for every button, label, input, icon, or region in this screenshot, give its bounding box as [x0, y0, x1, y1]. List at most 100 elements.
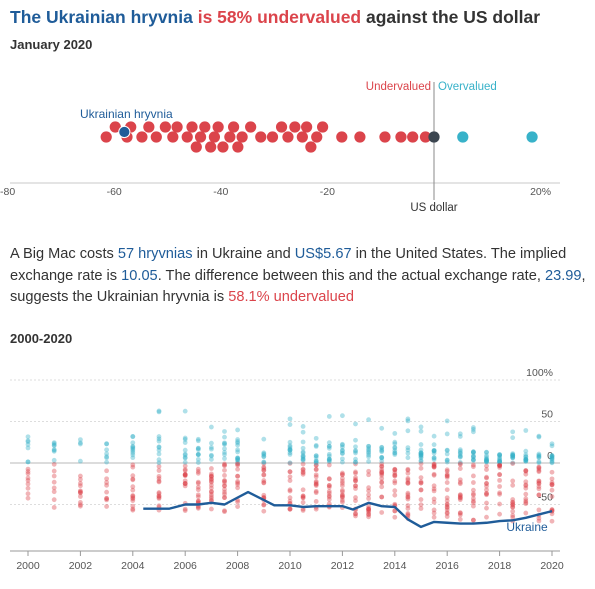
undervalued-point [313, 467, 319, 473]
overvalued-point [418, 451, 424, 457]
undervalued-point [536, 466, 542, 472]
overvalued-point [353, 437, 358, 443]
overvalued-point [104, 459, 109, 465]
undervalued-point [510, 497, 516, 502]
undervalued-point [235, 485, 241, 491]
undervalued-point [25, 466, 31, 472]
undervalued-point [222, 478, 227, 484]
undervalued-point [395, 131, 407, 143]
overvalued-point [497, 453, 502, 459]
undervalued-point [300, 500, 306, 505]
undervalued-point [104, 504, 109, 509]
undervalued-point [510, 509, 516, 514]
undervalued-point [354, 131, 366, 143]
overvalued-point [235, 455, 241, 461]
undervalued-point [471, 496, 476, 501]
overvalued-point [326, 440, 332, 446]
undervalued-point [222, 489, 227, 495]
x-tick-label: 2008 [226, 560, 250, 572]
ukraine-point-label: Ukrainian hryvnia [80, 107, 173, 121]
overvalued-point [366, 454, 371, 460]
overvalued-point [405, 455, 411, 461]
undervalued-point [130, 498, 136, 504]
undervalued-point [510, 515, 516, 520]
undervalued-point [497, 472, 502, 478]
undervalued-point [405, 480, 411, 486]
undervalued-point [261, 467, 267, 473]
overvalued-point [261, 454, 267, 460]
overvalued-point [523, 458, 529, 464]
overvalued-point [549, 458, 555, 464]
overvalued-point [287, 460, 293, 466]
undervalued-point [205, 141, 217, 153]
undervalued-point [130, 506, 136, 512]
undervalued-point [195, 469, 201, 474]
overvalued-point [536, 455, 542, 461]
overvalued-point [235, 439, 241, 444]
undervalued-point [340, 483, 345, 489]
overvalued-point [366, 446, 371, 451]
undervalued-point [471, 491, 476, 497]
undervalued-point [156, 491, 162, 497]
undervalued-point [379, 472, 385, 478]
undervalued-point [510, 504, 516, 510]
overvalued-point [418, 453, 424, 458]
overvalued-point [510, 453, 516, 459]
undervalued-point [431, 507, 437, 513]
undervalued-point [326, 484, 332, 490]
overvalued-point [130, 444, 136, 450]
title-currency: The Ukrainian hryvnia [10, 7, 193, 27]
undervalued-point [182, 481, 188, 487]
overvalued-point [222, 446, 227, 452]
undervalued-point [353, 478, 358, 484]
overvalued-point [366, 450, 371, 456]
overvalued-point [523, 428, 529, 433]
overvalued-point [418, 452, 424, 458]
overvalued-point [536, 453, 542, 459]
undervalued-point [444, 480, 450, 485]
overvalued-point [130, 448, 136, 454]
overvalued-point [379, 447, 385, 452]
undervalued-point [255, 131, 267, 143]
undervalued-point [497, 465, 502, 470]
undervalued-point [392, 467, 398, 473]
ukraine-series-label: Ukraine [506, 520, 548, 534]
undervalued-point [497, 511, 502, 517]
overvalued-point [104, 451, 109, 457]
overvalued-point [471, 427, 476, 432]
undervalued-point [444, 474, 450, 480]
overvalued-point [209, 424, 214, 430]
undervalued-point [222, 495, 227, 501]
overvalued-point [457, 448, 463, 454]
undervalued-point [287, 478, 293, 483]
overvalued-point [418, 450, 424, 456]
overvalued-point [353, 448, 358, 453]
undervalued-point [431, 464, 437, 470]
undervalued-point [353, 483, 358, 489]
undervalued-point [379, 480, 385, 486]
undervalued-point [366, 506, 371, 511]
overvalued-point [536, 460, 542, 466]
overvalued-point [457, 131, 469, 143]
undervalued-point [405, 492, 411, 498]
undervalued-point [418, 480, 424, 486]
overvalued-point [313, 435, 319, 441]
x-tick-label: 2018 [488, 560, 512, 572]
undervalued-point [497, 490, 502, 496]
undervalued-point [130, 484, 136, 490]
undervalued-point [405, 467, 411, 473]
undervalued-point [235, 462, 241, 468]
undervalued-point [353, 475, 358, 480]
x-tick-label: 2016 [436, 560, 460, 572]
overvalued-point [156, 444, 162, 450]
undervalued-point [366, 485, 371, 491]
undervalued-point [130, 477, 136, 483]
history-chart: 100% 50 0 -50 Ukraine 2000 2002 2004 2006 2008 201… [10, 367, 564, 572]
undervalued-point [405, 479, 411, 485]
overvalued-point [222, 456, 227, 461]
undervalued-point [182, 481, 188, 486]
undervalued-point [227, 121, 240, 133]
overvalued-point [549, 460, 555, 466]
overvalued-point [484, 458, 489, 463]
overvalued-point [366, 459, 371, 464]
